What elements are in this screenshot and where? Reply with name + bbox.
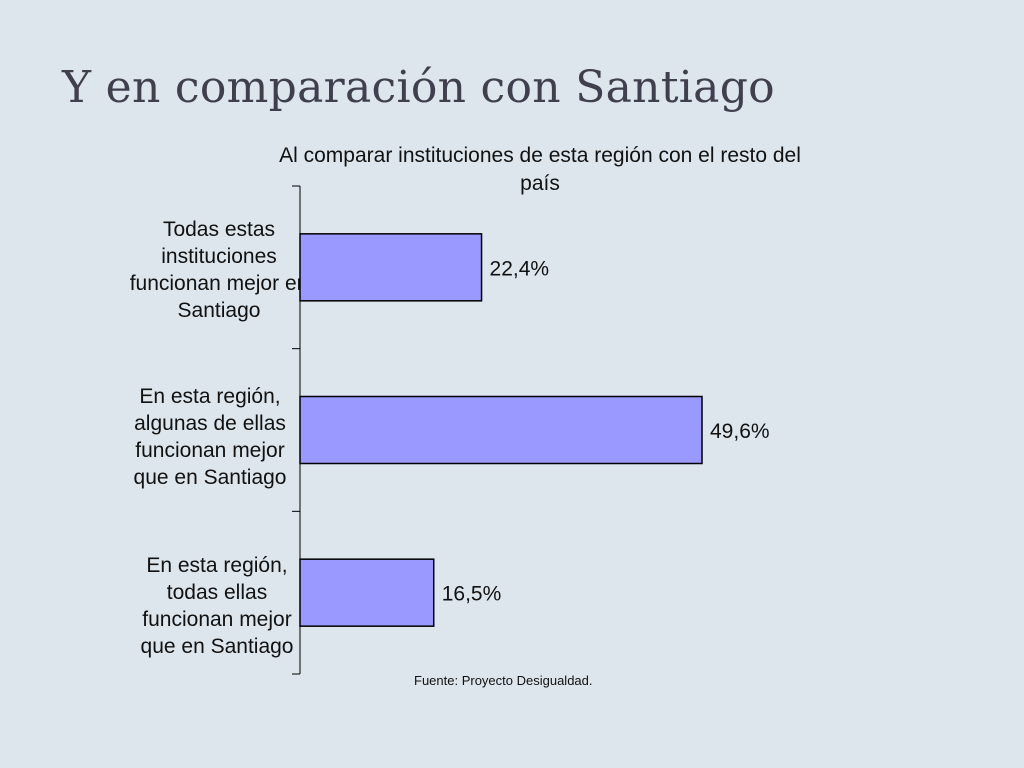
value-label-1: 49,6% (710, 420, 770, 443)
chart-title: Al comparar instituciones de esta región… (279, 144, 801, 195)
category-label-todas-mejor-santiago: Todas estas instituciones funcionan mejo… (129, 218, 309, 322)
bar-0 (299, 233, 483, 302)
value-label-0: 22,4% (490, 257, 550, 280)
bar-2 (299, 558, 435, 627)
value-label-2: 16,5% (442, 583, 502, 606)
category-label-algunas-mejor-region: En esta región, algunas de ellas funcion… (133, 385, 287, 489)
category-label-todas-mejor-region: En esta región, todas ellas funcionan me… (140, 554, 294, 658)
source-note: Fuente: Proyecto Desigualdad. (414, 673, 593, 688)
slide-title: Y en comparación con Santiago (62, 62, 775, 113)
bar-1 (299, 395, 703, 465)
